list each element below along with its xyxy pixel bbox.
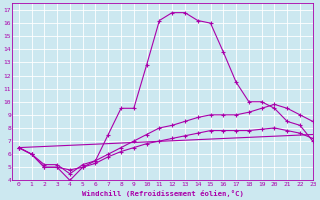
- X-axis label: Windchill (Refroidissement éolien,°C): Windchill (Refroidissement éolien,°C): [82, 190, 244, 197]
